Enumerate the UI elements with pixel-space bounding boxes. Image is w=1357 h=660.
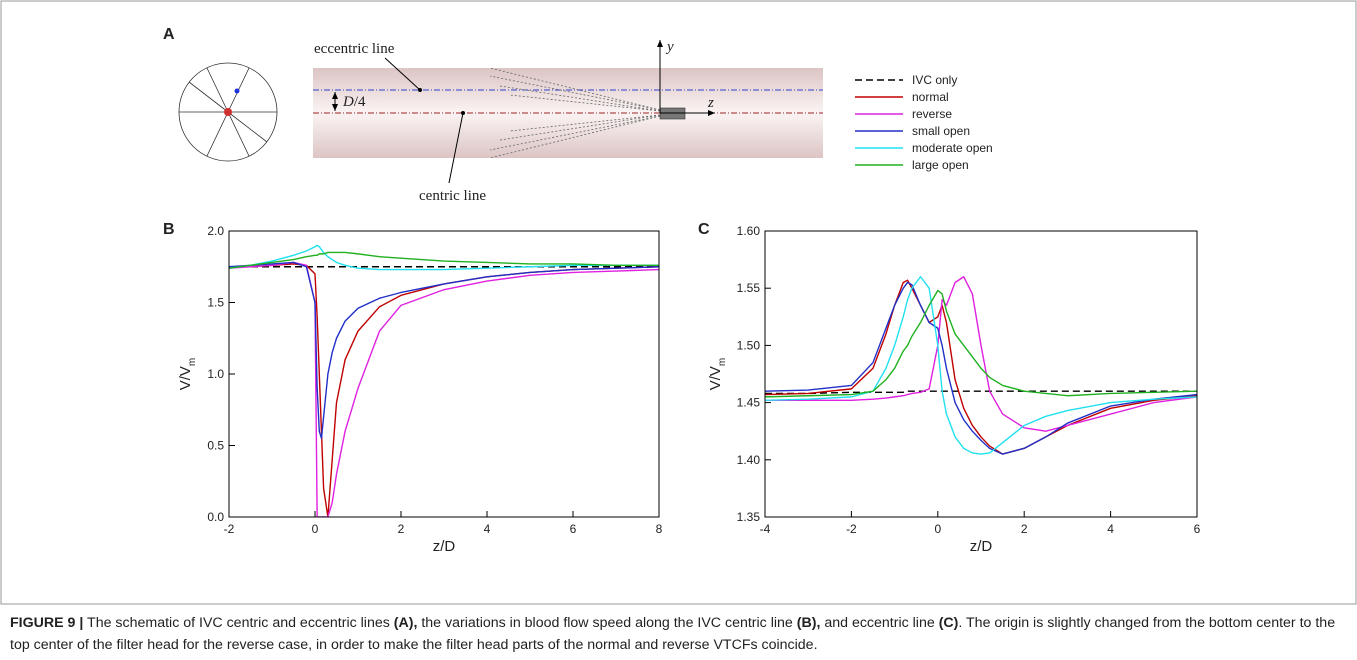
x-axis-label: z/D [970, 538, 993, 555]
x-tick-label: -4 [760, 522, 771, 536]
series-line [229, 261, 659, 440]
caption-run: (C) [938, 615, 959, 631]
y-axis-label-text: V/V [707, 366, 724, 390]
series-line [765, 276, 1197, 432]
offset-label: D/4 [342, 94, 366, 110]
panel-label: C [698, 221, 710, 238]
leader-dot [418, 88, 422, 92]
annotation: centric line [419, 188, 486, 204]
x-tick-label: 6 [570, 522, 577, 536]
y-tick-label: 0.0 [207, 510, 224, 524]
series-line [765, 281, 1197, 455]
legend-label: large open [912, 158, 969, 172]
y-axis-label-sub: m [187, 358, 198, 366]
y-tick-label: 1.35 [737, 510, 761, 524]
y-tick-label: 1.0 [207, 367, 224, 381]
caption-run: FIGURE 9 | [10, 615, 84, 631]
caption-run: (A), [393, 615, 418, 631]
caption-run: (B), [796, 615, 821, 631]
leader [384, 57, 421, 91]
caption-run: the variations in blood flow speed along… [417, 615, 797, 631]
y-axis-label: V/Vm [177, 358, 198, 391]
x-tick-label: 2 [398, 522, 405, 536]
legend-label: moderate open [912, 141, 993, 155]
legend-label: small open [912, 124, 970, 138]
x-axis-label: z/D [433, 538, 456, 555]
panel-label: B [163, 221, 175, 238]
y-tick-label: 1.40 [737, 453, 761, 467]
centric-point [224, 108, 232, 116]
offset-symbol: D [342, 94, 354, 110]
y-axis-label: V/Vm [707, 358, 728, 391]
leader [448, 112, 464, 184]
x-tick-label: 8 [656, 522, 663, 536]
eccentric-point [234, 88, 240, 94]
series-line [229, 244, 659, 271]
series-line [765, 276, 1197, 455]
figure-border [0, 0, 1357, 605]
x-tick-label: 6 [1194, 522, 1201, 536]
caption-run: The schematic of IVC centric and eccentr… [83, 615, 394, 631]
y-tick-label: 1.60 [737, 224, 761, 238]
plot-lines [765, 276, 1197, 455]
y-tick-label: 1.45 [737, 396, 761, 410]
offset-text: /4 [354, 94, 366, 110]
y-tick-label: 0.5 [207, 439, 224, 453]
y-tick-label: 2.0 [207, 224, 224, 238]
x-tick-label: -2 [846, 522, 857, 536]
legend-label: IVC only [912, 73, 957, 87]
axis-label: z [707, 95, 714, 111]
plot-lines [229, 244, 659, 517]
x-tick-label: 4 [484, 522, 491, 536]
y-axis-label-text: V/V [177, 366, 194, 390]
caption-run: and eccentric line [820, 615, 939, 631]
plot-frame [228, 230, 660, 518]
series-line [229, 263, 659, 517]
y-tick-label: 1.5 [207, 296, 224, 310]
caption: FIGURE 9 | The schematic of IVC centric … [10, 612, 1346, 656]
y-tick-label: 1.50 [737, 338, 761, 352]
y-tick-label: 1.55 [737, 281, 761, 295]
plot-frame [764, 230, 1198, 518]
x-tick-label: -2 [224, 522, 235, 536]
annotation: eccentric line [314, 41, 395, 57]
x-tick-label: 2 [1021, 522, 1028, 536]
figure: A y z eccentric line centric line D/4 IV… [0, 0, 1357, 605]
panel-label: A [163, 26, 175, 43]
legend-label: normal [912, 90, 949, 104]
legend-label: reverse [912, 107, 952, 121]
legend: IVC only normal reverse small open moderate … [855, 73, 993, 172]
series-line [229, 261, 659, 517]
x-tick-label: 0 [312, 522, 319, 536]
x-tick-label: 0 [934, 522, 941, 536]
caption-run: . The origin is slightly changed from th… [10, 615, 1336, 653]
y-axis-label-sub: m [717, 358, 728, 366]
filter-struts [489, 67, 661, 159]
axis-label: y [665, 39, 674, 55]
series-line [229, 251, 659, 269]
leader-dot [461, 111, 465, 115]
x-tick-label: 4 [1107, 522, 1114, 536]
series-line [765, 289, 1197, 398]
series-line [765, 390, 1197, 395]
